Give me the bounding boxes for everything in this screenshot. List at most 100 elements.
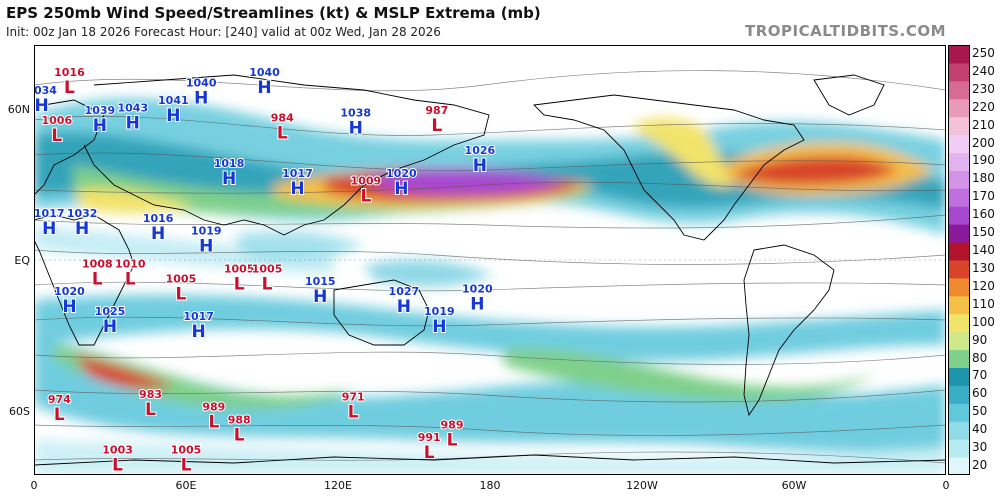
pressure-value: 983 [139, 388, 162, 401]
colorbar-label: 220 [972, 99, 995, 114]
colorbar-label: 30 [972, 440, 988, 455]
pressure-value: 971 [342, 391, 365, 404]
pressure-symbol: H [313, 287, 327, 307]
pressure-symbol: L [125, 269, 136, 289]
pressure-value: 1034 [34, 84, 57, 97]
colorbar-label: 250 [972, 45, 995, 60]
pressure-value: 1005 [166, 272, 197, 285]
colorbar-segment [948, 260, 970, 279]
pressure-value: 1032 [67, 207, 98, 220]
colorbar-segment [948, 277, 970, 297]
pressure-value: 989 [441, 418, 464, 431]
pressure-value: 1005 [171, 443, 202, 456]
colorbar-segment [948, 206, 970, 225]
colorbar-label: 90 [972, 332, 988, 347]
pressure-value: 1016 [54, 66, 85, 79]
colorbar-label: 120 [972, 278, 995, 293]
longitude-label: 180 [479, 479, 501, 492]
pressure-value: 1009 [351, 174, 382, 187]
colorbar-segment [948, 331, 970, 351]
pressure-symbol: L [92, 269, 103, 289]
pressure-symbol: L [64, 78, 75, 98]
europe-africa-outline [34, 99, 135, 346]
latitude-label: 60N [7, 103, 30, 117]
longitude-label: 0 [30, 479, 38, 492]
coastlines [34, 74, 946, 466]
pressure-symbol: H [470, 294, 484, 314]
pressure-value: 1017 [282, 167, 313, 180]
wind-speed-shading [34, 98, 946, 475]
colorbar-label: 170 [972, 189, 995, 204]
pressure-value: 1016 [143, 212, 174, 225]
colorbar-label: 240 [972, 63, 995, 78]
pressure-value: 987 [425, 104, 448, 117]
pressure-symbol: H [432, 317, 446, 337]
colorbar-segment [948, 367, 970, 386]
pressure-symbol: H [473, 156, 487, 176]
pressure-symbol: H [75, 219, 89, 239]
colorbar-label: 20 [972, 458, 988, 473]
colorbar-segment [948, 45, 970, 64]
colorbar-label: 160 [972, 207, 995, 222]
colorbar-segment [948, 152, 970, 171]
pressure-symbol: L [424, 443, 435, 463]
pressure-symbol: H [194, 88, 208, 108]
colorbar-label: 150 [972, 225, 995, 240]
pressure-symbol: L [234, 274, 245, 294]
colorbar-segment [948, 349, 970, 368]
colorbar-label: 40 [972, 422, 988, 437]
colorbar [948, 45, 970, 475]
pressure-symbol: H [394, 179, 408, 199]
pressure-symbol: L [176, 284, 187, 304]
pressure-value: 1026 [465, 144, 496, 157]
colorbar-label: 190 [972, 153, 995, 168]
colorbar-label: 130 [972, 260, 995, 275]
pressure-symbol: L [145, 400, 156, 420]
pressure-value: 1020 [54, 285, 85, 298]
colorbar-label: 180 [972, 171, 995, 186]
map-title: EPS 250mb Wind Speed/Streamlines (kt) & … [6, 4, 541, 22]
pressure-symbol: H [126, 113, 140, 133]
pressure-value: 1005 [252, 262, 283, 275]
australia-outline [333, 279, 430, 346]
colorbar-label: 100 [972, 314, 995, 329]
colorbar-segment [948, 242, 970, 261]
pressure-symbol: H [42, 219, 56, 239]
pressure-value: 1038 [340, 106, 371, 119]
pressure-value: 984 [271, 111, 294, 124]
north-america-outline [533, 94, 805, 241]
colorbar-segment [948, 80, 970, 100]
south-america-outline [743, 244, 835, 417]
longitude-label: 120W [626, 479, 658, 492]
pressure-value: 1020 [462, 282, 493, 295]
pressure-value: 1040 [186, 76, 217, 89]
latitude-label: 60S [9, 405, 30, 419]
longitude-label: 60W [781, 479, 807, 492]
pressure-symbol: L [51, 126, 62, 146]
pressure-value: 1008 [82, 257, 113, 270]
colorbar-segment [948, 224, 970, 243]
latitude-label: EQ [14, 254, 30, 268]
pressure-value: 1019 [191, 225, 222, 238]
